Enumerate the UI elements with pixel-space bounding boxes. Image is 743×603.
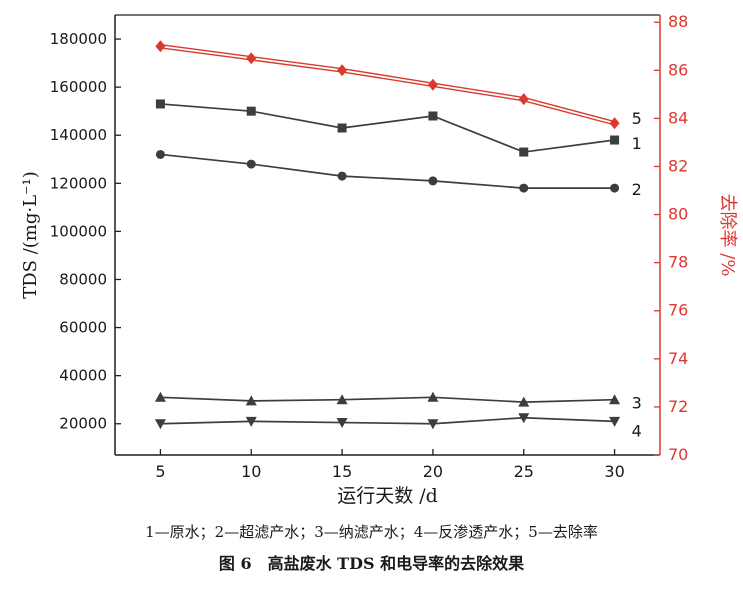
y-axis-left-tick-label: 60000 xyxy=(59,319,107,337)
triangle-down-marker xyxy=(336,418,348,429)
series-2: 2 xyxy=(155,149,642,199)
diamond-marker xyxy=(155,40,166,53)
square-marker xyxy=(155,99,165,109)
circle-marker xyxy=(610,183,620,193)
triangle-up-marker xyxy=(245,395,257,406)
x-axis-ticks: 5 10 15 20 25 30 xyxy=(155,449,625,481)
circle-marker xyxy=(428,176,438,186)
diamond-marker xyxy=(609,117,620,130)
triangle-up-marker xyxy=(518,396,530,407)
y-axis-right-tick-label: 86 xyxy=(668,60,688,79)
diamond-marker xyxy=(246,52,257,65)
figure-caption-title: 图 6 高盐废水 TDS 和电导率的去除效果 xyxy=(218,554,525,573)
series-line-inner xyxy=(160,45,615,125)
series-1: 1 xyxy=(155,99,642,157)
triangle-up-marker xyxy=(336,394,348,405)
triangle-down-marker xyxy=(609,416,621,427)
y-axis-right-ticks: 70 72 74 76 78 80 82 84 86 88 xyxy=(654,12,688,464)
x-axis-tick-label: 20 xyxy=(423,462,443,481)
series-line xyxy=(160,43,616,126)
series-line xyxy=(160,416,615,425)
triangle-up-marker xyxy=(427,391,439,402)
x-axis-title: 运行天数 /d xyxy=(337,485,438,507)
square-marker xyxy=(428,111,438,121)
y-axis-right-tick-label: 88 xyxy=(668,12,688,31)
diamond-marker xyxy=(518,93,529,106)
square-marker xyxy=(519,147,529,157)
y-axis-left-tick-label: 140000 xyxy=(50,126,107,144)
y-axis-left-tick-label: 40000 xyxy=(59,367,107,385)
y-axis-right-tick-label: 72 xyxy=(668,397,688,416)
series-line xyxy=(160,396,615,403)
triangle-down-marker xyxy=(427,419,439,430)
series-4: 4 xyxy=(154,413,642,440)
figure-legend: 1—原水；2—超滤产水；3—纳滤产水；4—反渗透产水；5—去除率 xyxy=(145,523,598,541)
y-axis-left-tick-label: 160000 xyxy=(50,78,107,96)
x-axis-tick-label: 30 xyxy=(604,462,624,481)
series-end-label: 1 xyxy=(632,134,642,153)
y-axis-left-tick-label: 80000 xyxy=(59,270,107,288)
y-axis-left-tick-label: 120000 xyxy=(50,174,107,192)
series-end-label: 3 xyxy=(632,394,642,413)
circle-marker xyxy=(519,183,529,193)
y-axis-right-tick-label: 78 xyxy=(668,253,688,272)
y-axis-right-tick-label: 70 xyxy=(668,445,688,464)
circle-marker xyxy=(155,149,165,159)
square-marker xyxy=(337,123,347,133)
series-line xyxy=(160,153,615,189)
triangle-up-marker xyxy=(609,394,621,405)
y-axis-left-title: TDS /(mg·L⁻¹) xyxy=(20,171,41,299)
y-axis-left-tick-label: 180000 xyxy=(50,30,107,48)
x-axis-tick-label: 15 xyxy=(332,462,352,481)
square-marker xyxy=(246,106,256,116)
square-marker xyxy=(610,135,620,145)
y-axis-left-tick-label: 20000 xyxy=(59,415,107,433)
y-axis-right-tick-label: 74 xyxy=(668,349,688,368)
triangle-down-marker xyxy=(154,419,166,430)
series-end-label: 4 xyxy=(632,421,642,440)
y-axis-right-tick-label: 84 xyxy=(668,108,688,127)
series-3: 3 xyxy=(154,391,642,413)
x-axis-tick-label: 10 xyxy=(241,462,261,481)
series-5: 5 xyxy=(155,40,642,130)
y-axis-right-title: 去除率 /% xyxy=(717,194,738,277)
circle-marker xyxy=(337,171,347,181)
x-axis-tick-label: 5 xyxy=(155,462,165,481)
series-end-label: 2 xyxy=(632,180,642,199)
series-end-label: 5 xyxy=(632,109,642,128)
diamond-marker xyxy=(427,78,438,91)
circle-marker xyxy=(246,159,256,169)
diamond-marker xyxy=(337,64,348,77)
y-axis-right-tick-label: 76 xyxy=(668,301,688,320)
triangle-down-marker xyxy=(245,416,257,427)
triangle-down-marker xyxy=(518,413,530,424)
triangle-up-marker xyxy=(154,391,166,402)
y-axis-left-ticks: 20000 40000 60000 80000 100000 120000 140000 16… xyxy=(50,30,121,433)
x-axis-tick-label: 25 xyxy=(514,462,534,481)
series-line xyxy=(160,103,615,153)
y-axis-left-tick-label: 100000 xyxy=(50,222,107,240)
y-axis-right-tick-label: 80 xyxy=(668,205,688,224)
y-axis-right-tick-label: 82 xyxy=(668,156,688,175)
figure-captions: 1—原水；2—超滤产水；3—纳滤产水；4—反渗透产水；5—去除率 图 6 高盐废… xyxy=(0,522,743,574)
tds-removal-chart: 20000 40000 60000 80000 100000 120000 140000 16… xyxy=(20,12,738,507)
